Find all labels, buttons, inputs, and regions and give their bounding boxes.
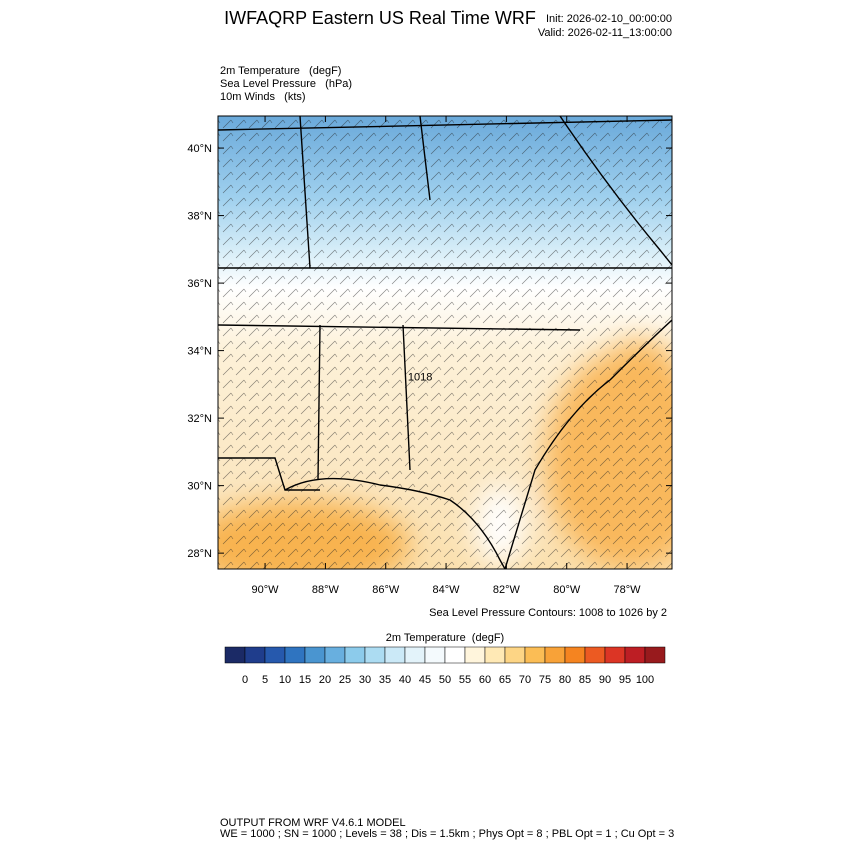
init-time: Init: 2026-02-10_00:00:00 bbox=[546, 13, 672, 25]
colorbar-label: 75 bbox=[539, 674, 551, 686]
lat-tick-label: 34°N bbox=[187, 346, 212, 358]
colorbar-box bbox=[264, 646, 286, 664]
title: IWFAQRP Eastern US Real Time WRF bbox=[224, 8, 536, 28]
colorbar-label: 40 bbox=[399, 674, 411, 686]
colorbar-label: 55 bbox=[459, 674, 471, 686]
colorbar-label: 15 bbox=[299, 674, 311, 686]
colorbar-title: 2m Temperature (degF) bbox=[386, 632, 504, 644]
colorbar-box bbox=[324, 646, 346, 664]
contour-label: 1018 bbox=[408, 371, 432, 383]
colorbar-label: 5 bbox=[262, 674, 268, 686]
colorbar-box bbox=[524, 646, 546, 664]
colorbar-label: 100 bbox=[636, 674, 654, 686]
lon-tick-label: 86°W bbox=[372, 584, 400, 596]
colorbar-label: 10 bbox=[279, 674, 291, 686]
colorbar-label: 80 bbox=[559, 674, 571, 686]
lon-tick-label: 88°W bbox=[312, 584, 340, 596]
colorbar-label: 50 bbox=[439, 674, 451, 686]
colorbar-box bbox=[424, 646, 446, 664]
colorbar-label: 65 bbox=[499, 674, 511, 686]
colorbar-box bbox=[304, 646, 326, 664]
footer-line: WE = 1000 ; SN = 1000 ; Levels = 38 ; Di… bbox=[220, 828, 674, 840]
colorbar-label: 35 bbox=[379, 674, 391, 686]
lat-tick-label: 40°N bbox=[187, 143, 212, 155]
colorbar-box bbox=[244, 646, 266, 664]
lon-tick-label: 78°W bbox=[614, 584, 642, 596]
colorbar-label: 25 bbox=[339, 674, 351, 686]
colorbar-label: 20 bbox=[319, 674, 331, 686]
colorbar-box bbox=[464, 646, 486, 664]
colorbar-box bbox=[284, 646, 306, 664]
wind-barbs bbox=[218, 116, 672, 569]
field-label: Sea Level Pressure (hPa) bbox=[220, 78, 352, 90]
map bbox=[218, 116, 672, 569]
map-frame bbox=[217, 115, 673, 570]
colorbar-box bbox=[404, 646, 426, 664]
lat-tick-label: 38°N bbox=[187, 211, 212, 223]
colorbar-label: 70 bbox=[519, 674, 531, 686]
colorbar-box bbox=[484, 646, 506, 664]
colorbar-box bbox=[364, 646, 386, 664]
colorbar-box bbox=[544, 646, 566, 664]
colorbar-label: 60 bbox=[479, 674, 491, 686]
colorbar-box bbox=[624, 646, 646, 664]
footer-line: OUTPUT FROM WRF V4.6.1 MODEL bbox=[220, 817, 406, 829]
lon-tick-label: 82°W bbox=[493, 584, 521, 596]
field-label: 2m Temperature (degF) bbox=[220, 65, 341, 77]
colorbar-box bbox=[344, 646, 366, 664]
colorbar-box bbox=[564, 646, 586, 664]
colorbar-box bbox=[224, 646, 246, 664]
field-label: 10m Winds (kts) bbox=[220, 91, 306, 103]
colorbar-label: 85 bbox=[579, 674, 591, 686]
colorbar-label: 95 bbox=[619, 674, 631, 686]
colorbar-box bbox=[644, 646, 666, 664]
colorbar-box bbox=[584, 646, 606, 664]
lat-tick-label: 28°N bbox=[187, 548, 212, 560]
lat-tick-label: 30°N bbox=[187, 481, 212, 493]
lat-tick-label: 32°N bbox=[187, 413, 212, 425]
colorbar-box bbox=[504, 646, 526, 664]
colorbar-label: 30 bbox=[359, 674, 371, 686]
colorbar-box bbox=[384, 646, 406, 664]
lat-tick-label: 36°N bbox=[187, 278, 212, 290]
colorbar-label: 90 bbox=[599, 674, 611, 686]
valid-time: Valid: 2026-02-11_13:00:00 bbox=[538, 27, 672, 39]
lon-tick-label: 90°W bbox=[252, 584, 280, 596]
lon-tick-label: 80°W bbox=[553, 584, 581, 596]
lon-tick-label: 84°W bbox=[433, 584, 461, 596]
contour-note: Sea Level Pressure Contours: 1008 to 102… bbox=[429, 607, 667, 619]
colorbar-box bbox=[604, 646, 626, 664]
field-labels: 2m Temperature (degF)Sea Level Pressure … bbox=[220, 65, 352, 103]
borders bbox=[218, 116, 672, 569]
colorbar-label: 0 bbox=[242, 674, 248, 686]
colorbar-label: 45 bbox=[419, 674, 431, 686]
colorbar-box bbox=[444, 646, 466, 664]
